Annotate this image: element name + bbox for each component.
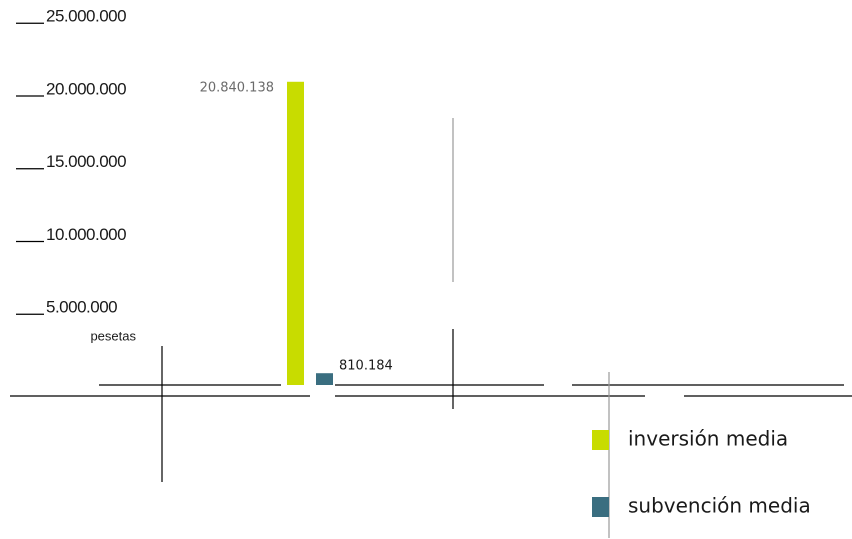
y-tick-label: 10.000.000 — [46, 225, 126, 244]
legend-label: subvención media — [628, 494, 811, 518]
legend-label: inversión media — [628, 427, 788, 451]
y-tick-label: 25.000.000 — [46, 7, 126, 26]
bar-subvencion-media — [316, 373, 333, 385]
bar-inversion-media — [287, 81, 304, 385]
data-label: 810.184 — [339, 359, 393, 374]
legend-swatch — [592, 430, 609, 450]
y-axis: 25.000.000 20.000.000 15.000.000 10.000.000… — [16, 7, 136, 343]
chart-frame — [10, 118, 852, 538]
legend-swatch — [592, 497, 609, 517]
y-tick-label: 15.000.000 — [46, 152, 126, 171]
bars: 20.840.138 810.184 — [200, 80, 393, 385]
data-label: 20.840.138 — [200, 80, 274, 95]
y-tick-label: 5.000.000 — [46, 298, 117, 317]
legend: inversión media subvención media — [592, 427, 811, 518]
unit-label: pesetas — [90, 328, 136, 343]
y-tick-label: 20.000.000 — [46, 79, 126, 98]
